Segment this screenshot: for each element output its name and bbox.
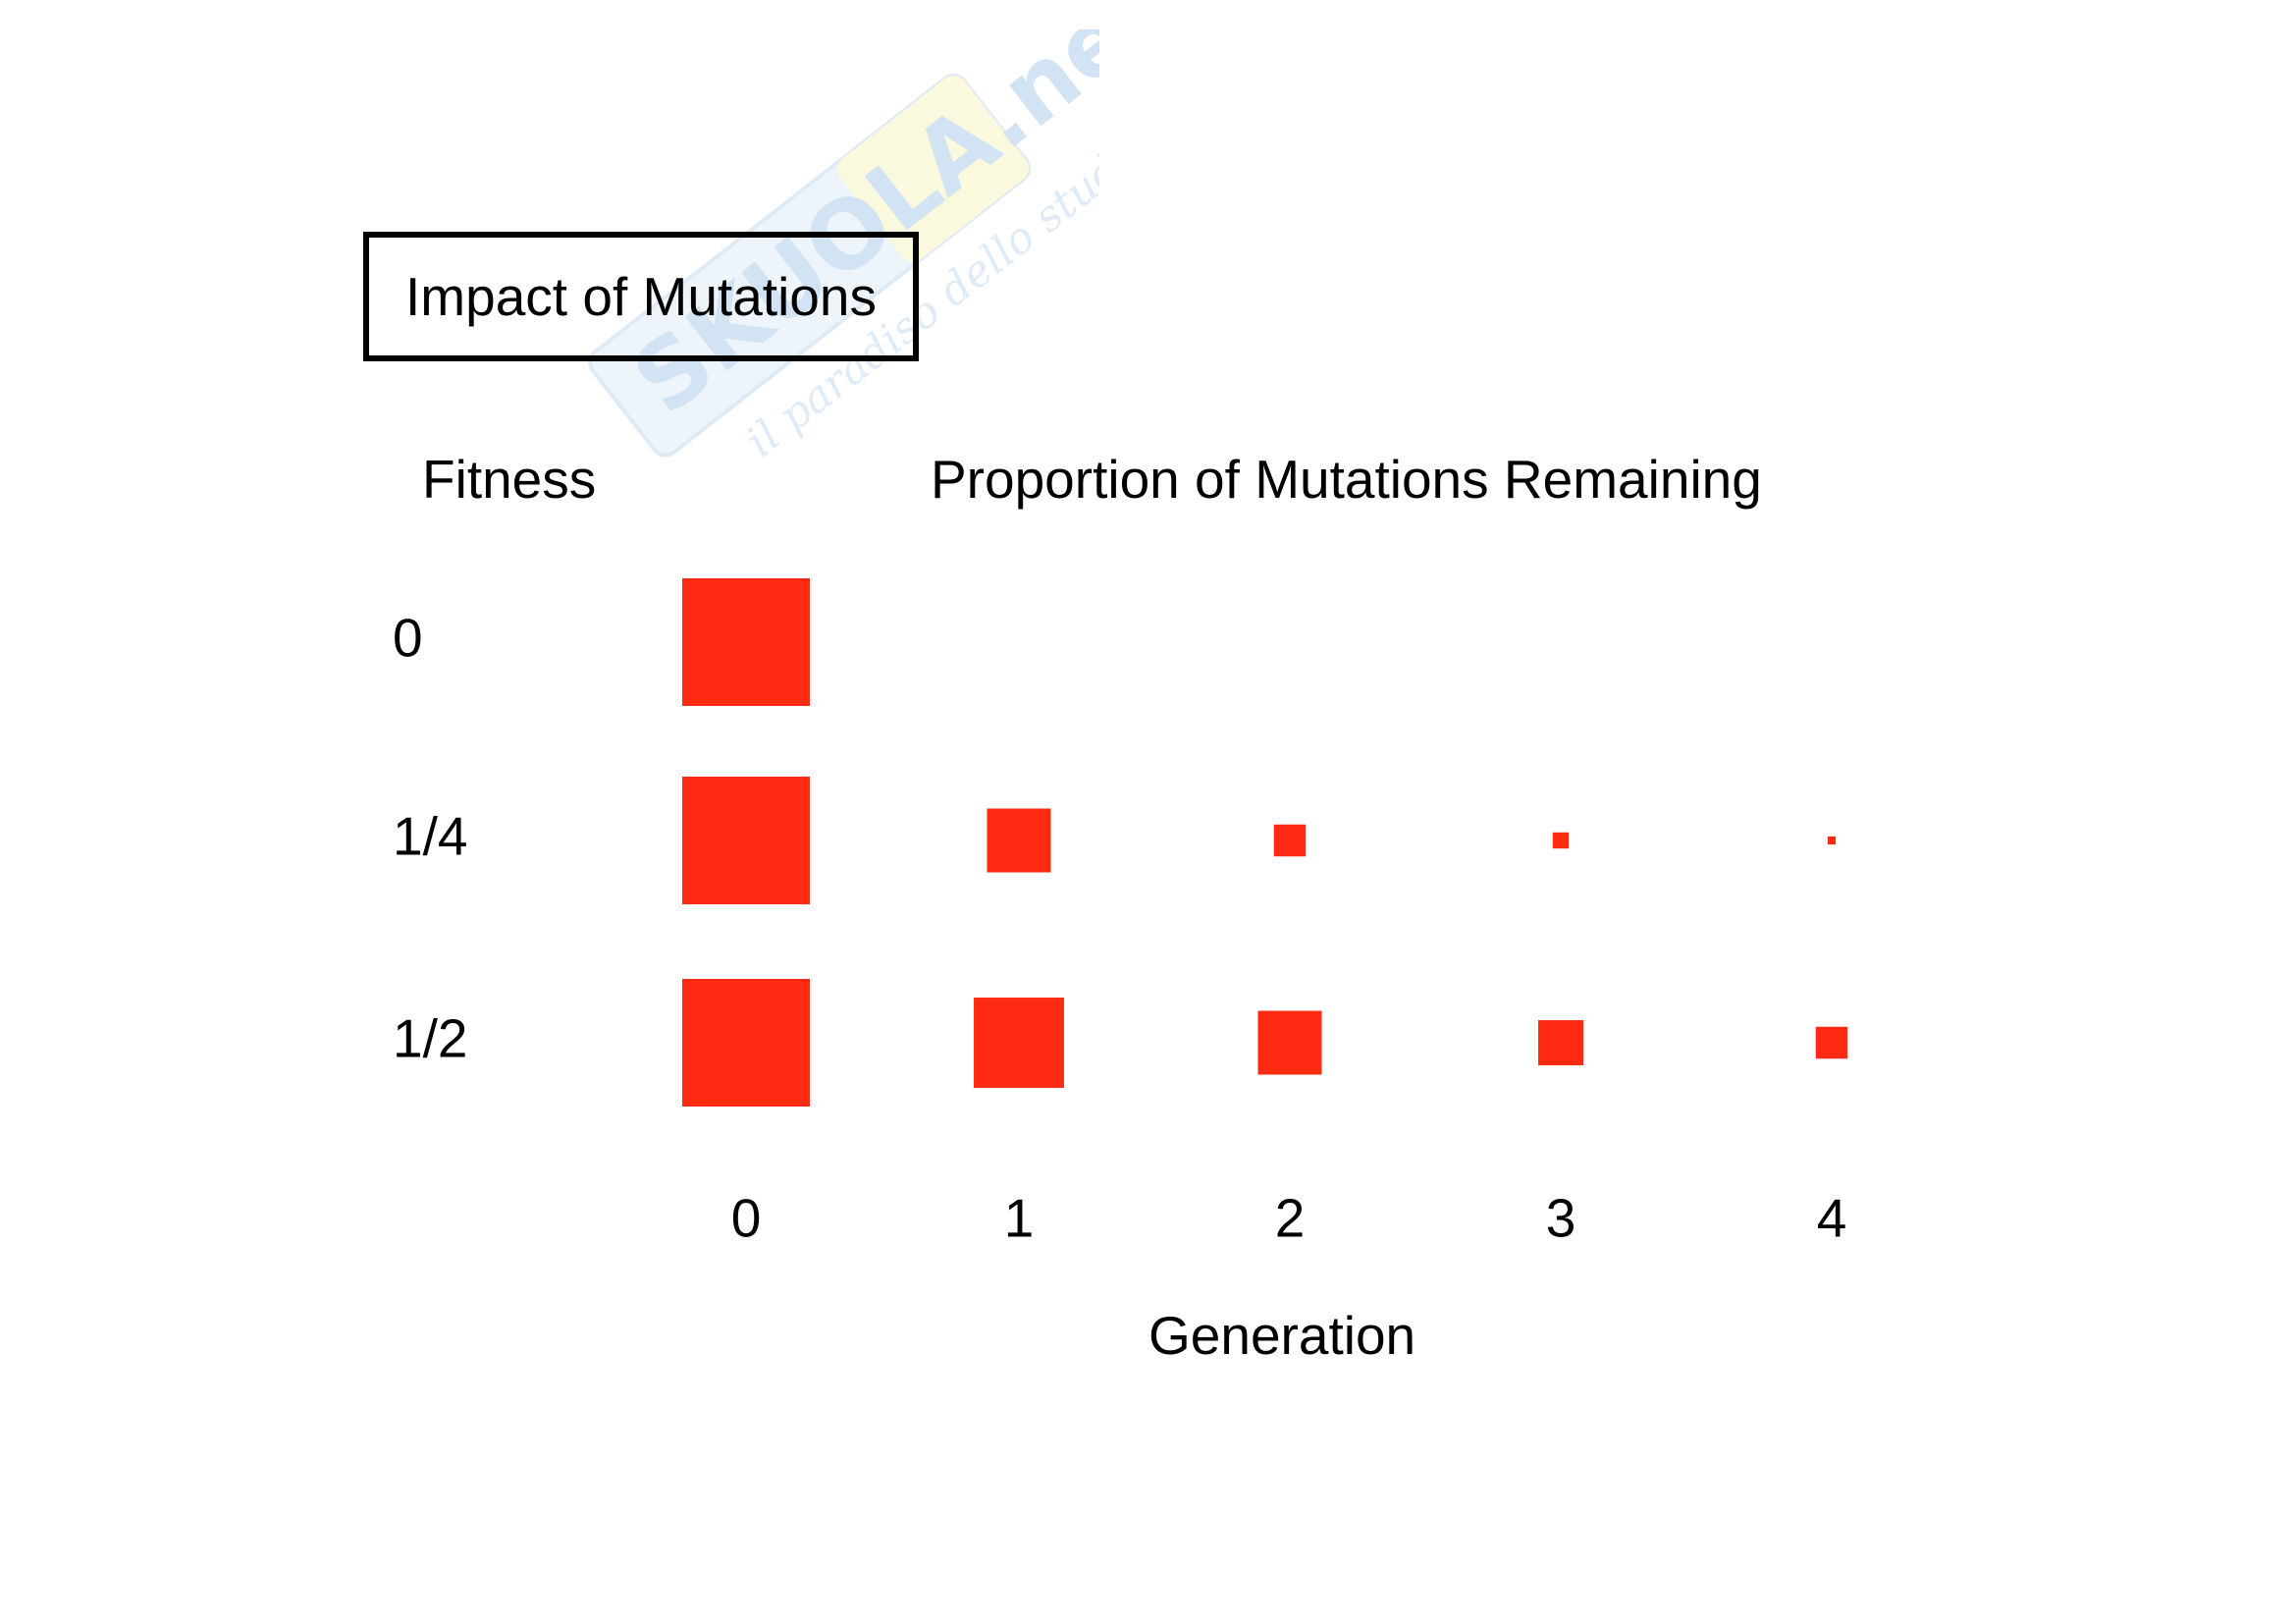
x-tick-label: 2 — [1275, 1188, 1306, 1249]
row-label: 1/2 — [393, 1008, 467, 1069]
row-label: 0 — [393, 608, 423, 669]
proportion-mark — [1538, 1020, 1583, 1065]
proportion-mark — [1827, 836, 1837, 845]
row-axis-header: Fitness — [422, 449, 597, 510]
proportion-mark — [682, 777, 810, 904]
x-tick-label: 1 — [1004, 1188, 1035, 1249]
proportion-mark — [682, 578, 810, 706]
column-axis-header: Proportion of Mutations Remaining — [931, 449, 1762, 510]
chart-title: Impact of Mutations — [363, 232, 919, 361]
proportion-mark — [1552, 832, 1570, 849]
x-tick-label: 4 — [1817, 1188, 1847, 1249]
x-axis-label: Generation — [1148, 1305, 1416, 1366]
proportion-mark — [1815, 1026, 1848, 1059]
row-label: 1/4 — [393, 806, 467, 867]
proportion-mark — [682, 979, 810, 1107]
x-tick-label: 0 — [731, 1188, 762, 1249]
proportion-mark — [974, 998, 1064, 1088]
proportion-mark — [1257, 1010, 1322, 1075]
x-tick-label: 3 — [1546, 1188, 1576, 1249]
proportion-mark — [987, 808, 1051, 873]
proportion-mark — [1273, 824, 1307, 857]
